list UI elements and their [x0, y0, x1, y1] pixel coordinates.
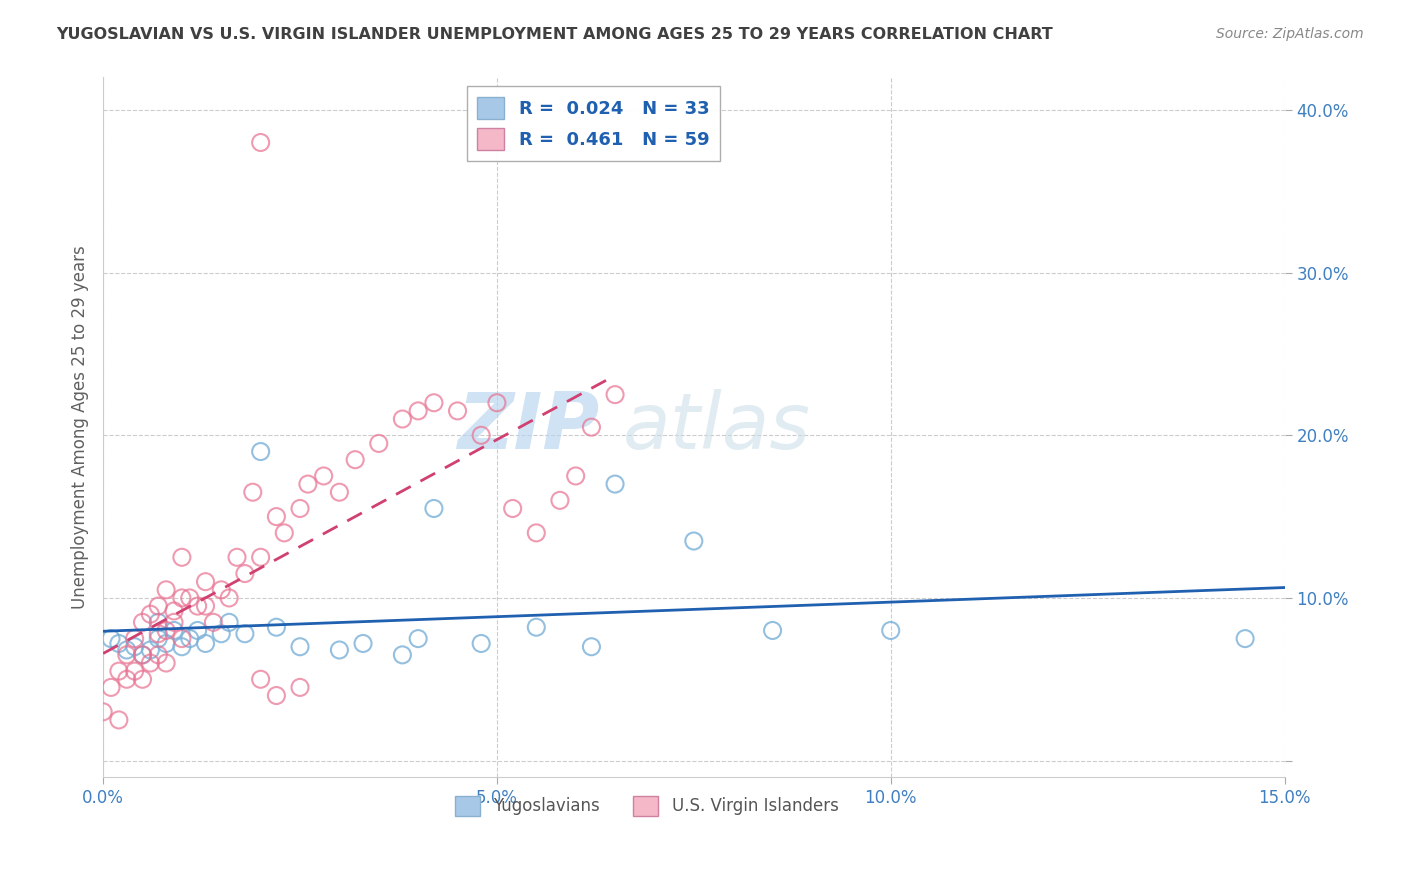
Point	[288, 640, 311, 654]
Point	[155, 656, 177, 670]
Point	[297, 477, 319, 491]
Point	[266, 509, 288, 524]
Point	[266, 620, 288, 634]
Point	[187, 624, 209, 638]
Point	[288, 681, 311, 695]
Text: atlas: atlas	[623, 389, 811, 465]
Text: ZIP: ZIP	[457, 389, 599, 465]
Point	[564, 469, 586, 483]
Y-axis label: Unemployment Among Ages 25 to 29 years: Unemployment Among Ages 25 to 29 years	[72, 245, 89, 609]
Point	[880, 624, 903, 638]
Point	[148, 615, 170, 630]
Point	[170, 550, 193, 565]
Point	[194, 636, 217, 650]
Point	[218, 591, 240, 605]
Point	[209, 582, 232, 597]
Point	[131, 648, 153, 662]
Point	[139, 643, 162, 657]
Legend: Yugoslavians, U.S. Virgin Islanders: Yugoslavians, U.S. Virgin Islanders	[447, 788, 846, 824]
Point	[155, 624, 177, 638]
Point	[446, 404, 468, 418]
Point	[131, 648, 153, 662]
Point	[249, 673, 271, 687]
Point	[249, 550, 271, 565]
Point	[115, 648, 138, 662]
Point	[328, 643, 350, 657]
Point	[163, 615, 186, 630]
Point	[139, 607, 162, 622]
Point	[273, 525, 295, 540]
Point	[179, 632, 201, 646]
Point	[266, 689, 288, 703]
Point	[470, 636, 492, 650]
Point	[179, 591, 201, 605]
Point	[100, 632, 122, 646]
Point	[131, 615, 153, 630]
Point	[485, 396, 508, 410]
Point	[423, 396, 446, 410]
Point	[124, 632, 146, 646]
Point	[148, 648, 170, 662]
Point	[100, 681, 122, 695]
Point	[170, 640, 193, 654]
Text: Source: ZipAtlas.com: Source: ZipAtlas.com	[1216, 27, 1364, 41]
Point	[581, 420, 603, 434]
Point	[502, 501, 524, 516]
Point	[187, 599, 209, 613]
Point	[249, 136, 271, 150]
Point	[352, 636, 374, 650]
Point	[148, 599, 170, 613]
Point	[108, 713, 131, 727]
Point	[524, 525, 547, 540]
Point	[170, 591, 193, 605]
Point	[124, 664, 146, 678]
Point	[139, 656, 162, 670]
Point	[91, 705, 114, 719]
Point	[163, 604, 186, 618]
Point	[194, 599, 217, 613]
Point	[548, 493, 571, 508]
Point	[124, 640, 146, 654]
Point	[131, 673, 153, 687]
Point	[233, 566, 256, 581]
Point	[242, 485, 264, 500]
Point	[170, 632, 193, 646]
Point	[761, 624, 783, 638]
Point	[423, 501, 446, 516]
Point	[1234, 632, 1257, 646]
Point	[682, 534, 704, 549]
Point	[218, 615, 240, 630]
Point	[115, 643, 138, 657]
Point	[155, 636, 177, 650]
Point	[194, 574, 217, 589]
Point	[108, 636, 131, 650]
Point	[581, 640, 603, 654]
Point	[226, 550, 249, 565]
Point	[406, 632, 429, 646]
Point	[603, 477, 626, 491]
Point	[249, 444, 271, 458]
Text: YUGOSLAVIAN VS U.S. VIRGIN ISLANDER UNEMPLOYMENT AMONG AGES 25 TO 29 YEARS CORRE: YUGOSLAVIAN VS U.S. VIRGIN ISLANDER UNEM…	[56, 27, 1053, 42]
Point	[233, 626, 256, 640]
Point	[470, 428, 492, 442]
Point	[367, 436, 389, 450]
Point	[155, 582, 177, 597]
Point	[391, 412, 413, 426]
Point	[163, 624, 186, 638]
Point	[328, 485, 350, 500]
Point	[603, 387, 626, 401]
Point	[524, 620, 547, 634]
Point	[148, 626, 170, 640]
Point	[406, 404, 429, 418]
Point	[148, 632, 170, 646]
Point	[108, 664, 131, 678]
Point	[312, 469, 335, 483]
Point	[391, 648, 413, 662]
Point	[209, 626, 232, 640]
Point	[202, 615, 225, 630]
Point	[344, 452, 367, 467]
Point	[115, 673, 138, 687]
Point	[288, 501, 311, 516]
